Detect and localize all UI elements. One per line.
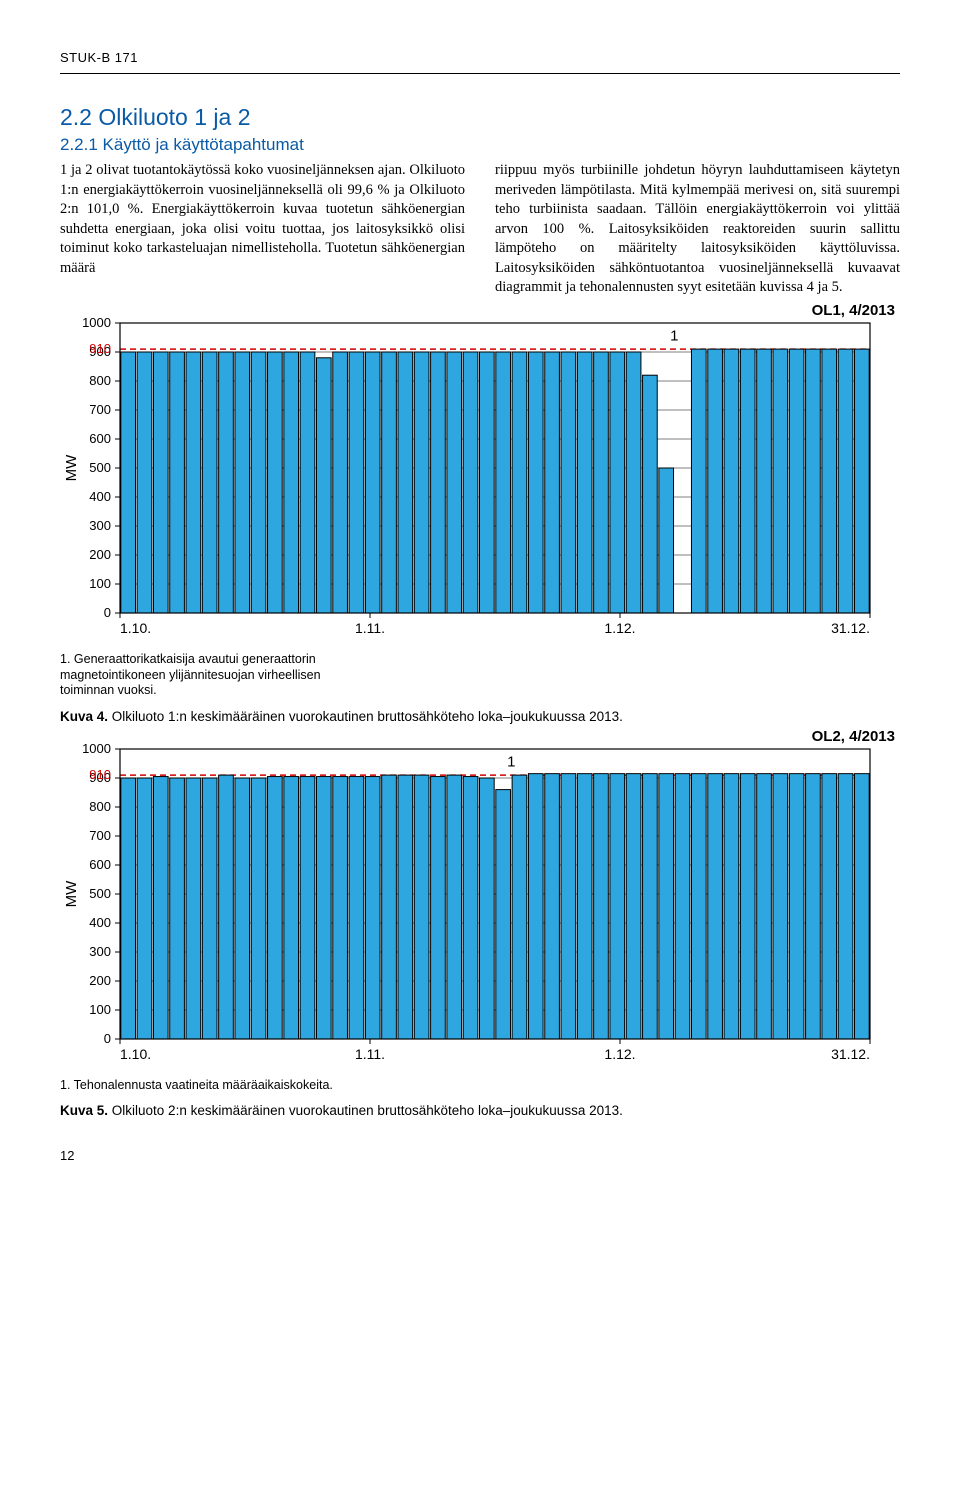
svg-text:300: 300 — [89, 944, 111, 959]
svg-text:400: 400 — [89, 489, 111, 504]
svg-text:1: 1 — [507, 753, 515, 770]
svg-text:MW: MW — [63, 880, 80, 907]
svg-text:400: 400 — [89, 915, 111, 930]
paragraph-left: 1 ja 2 olivat tuotantokäytössä koko vuos… — [60, 161, 465, 278]
svg-text:1000: 1000 — [82, 315, 111, 330]
svg-text:1.10.: 1.10. — [120, 1046, 151, 1062]
svg-text:500: 500 — [89, 886, 111, 901]
svg-text:1.10.: 1.10. — [120, 620, 151, 636]
svg-text:100: 100 — [89, 576, 111, 591]
svg-text:200: 200 — [89, 973, 111, 988]
page-number: 12 — [60, 1148, 900, 1163]
svg-text:1.11.: 1.11. — [355, 1046, 385, 1062]
svg-text:800: 800 — [89, 373, 111, 388]
header-rule — [60, 73, 900, 74]
svg-text:1.12.: 1.12. — [604, 1046, 635, 1062]
svg-text:1.12.: 1.12. — [604, 620, 635, 636]
svg-text:1: 1 — [670, 327, 678, 344]
svg-text:1.11.: 1.11. — [355, 620, 385, 636]
chart2-svg: 01002003004005006007008009001000910MW1.1… — [60, 729, 880, 1069]
page: STUK-B 171 2.2 Olkiluoto 1 ja 2 2.2.1 Kä… — [0, 0, 960, 1203]
svg-text:31.12.: 31.12. — [831, 620, 870, 636]
chart1-caption-bold: Kuva 4. — [60, 709, 108, 724]
svg-text:300: 300 — [89, 518, 111, 533]
svg-text:100: 100 — [89, 1002, 111, 1017]
chart1-footnote: 1. Generaattorikatkaisija avautui genera… — [60, 652, 900, 699]
svg-text:600: 600 — [89, 431, 111, 446]
chart1-caption: Kuva 4. Olkiluoto 1:n keskimääräinen vuo… — [60, 709, 900, 724]
chart2: 01002003004005006007008009001000910MW1.1… — [60, 729, 900, 1074]
svg-text:700: 700 — [89, 402, 111, 417]
svg-text:800: 800 — [89, 799, 111, 814]
svg-text:0: 0 — [104, 605, 111, 620]
subsection-title: 2.2.1 Käyttö ja käyttötapahtumat — [60, 135, 900, 155]
chart1-caption-text: Olkiluoto 1:n keskimääräinen vuorokautin… — [108, 709, 623, 724]
svg-text:700: 700 — [89, 828, 111, 843]
report-id: STUK-B 171 — [60, 50, 900, 69]
chart2-caption-bold: Kuva 5. — [60, 1103, 108, 1118]
svg-text:MW: MW — [63, 454, 80, 481]
chart2-footnote: 1. Tehonalennusta vaatineita määräaikais… — [60, 1078, 900, 1094]
chart1: 01002003004005006007008009001000910MW1.1… — [60, 303, 900, 648]
svg-text:600: 600 — [89, 857, 111, 872]
svg-text:31.12.: 31.12. — [831, 1046, 870, 1062]
paragraph-right: riippuu myös turbiinille johdetun höyryn… — [495, 161, 900, 298]
svg-text:0: 0 — [104, 1031, 111, 1046]
body-columns: 1 ja 2 olivat tuotantokäytössä koko vuos… — [60, 161, 900, 298]
svg-text:910: 910 — [89, 767, 111, 782]
svg-text:200: 200 — [89, 547, 111, 562]
chart1-svg: 01002003004005006007008009001000910MW1.1… — [60, 303, 880, 643]
chart2-caption: Kuva 5. Olkiluoto 2:n keskimääräinen vuo… — [60, 1103, 900, 1118]
svg-text:1000: 1000 — [82, 741, 111, 756]
svg-text:500: 500 — [89, 460, 111, 475]
section-title: 2.2 Olkiluoto 1 ja 2 — [60, 104, 900, 131]
chart2-caption-text: Olkiluoto 2:n keskimääräinen vuorokautin… — [108, 1103, 623, 1118]
svg-text:910: 910 — [89, 341, 111, 356]
